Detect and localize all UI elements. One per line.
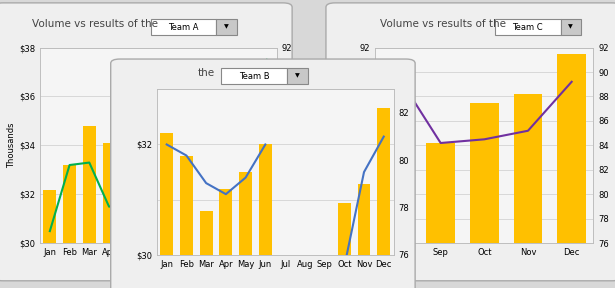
Bar: [470, 103, 499, 288]
FancyBboxPatch shape: [495, 19, 560, 35]
Text: Team C: Team C: [512, 22, 543, 32]
Bar: [180, 156, 193, 288]
Bar: [298, 259, 311, 288]
Bar: [221, 116, 234, 288]
Bar: [259, 145, 272, 288]
Text: Team B: Team B: [239, 71, 269, 81]
FancyBboxPatch shape: [287, 68, 308, 84]
Text: Volume vs results of the: Volume vs results of the: [380, 20, 506, 29]
Text: ▼: ▼: [295, 73, 300, 79]
FancyBboxPatch shape: [216, 19, 237, 35]
Bar: [200, 211, 213, 288]
Bar: [557, 54, 586, 288]
Bar: [514, 94, 542, 288]
Bar: [383, 133, 411, 288]
Y-axis label: Thousands: Thousands: [7, 123, 16, 168]
Bar: [44, 190, 56, 288]
Bar: [240, 104, 253, 288]
FancyBboxPatch shape: [221, 68, 287, 84]
Bar: [426, 143, 455, 288]
Text: Volume vs results of the: Volume vs results of the: [33, 20, 158, 29]
FancyBboxPatch shape: [151, 19, 216, 35]
Bar: [63, 165, 76, 288]
Text: the: the: [197, 69, 215, 78]
Bar: [103, 143, 116, 288]
Bar: [201, 160, 214, 288]
Bar: [357, 184, 370, 288]
Bar: [162, 160, 175, 288]
Bar: [181, 138, 194, 288]
Bar: [122, 160, 135, 288]
Bar: [239, 172, 252, 288]
Bar: [220, 189, 232, 288]
Bar: [83, 126, 96, 288]
Bar: [161, 133, 173, 288]
Bar: [142, 111, 155, 288]
Bar: [261, 65, 273, 288]
FancyBboxPatch shape: [560, 19, 581, 35]
Bar: [279, 267, 292, 288]
Text: ▼: ▼: [568, 24, 573, 30]
Bar: [378, 108, 390, 288]
Text: Team A: Team A: [168, 22, 199, 32]
Text: ▼: ▼: [224, 24, 229, 30]
Bar: [338, 203, 351, 288]
